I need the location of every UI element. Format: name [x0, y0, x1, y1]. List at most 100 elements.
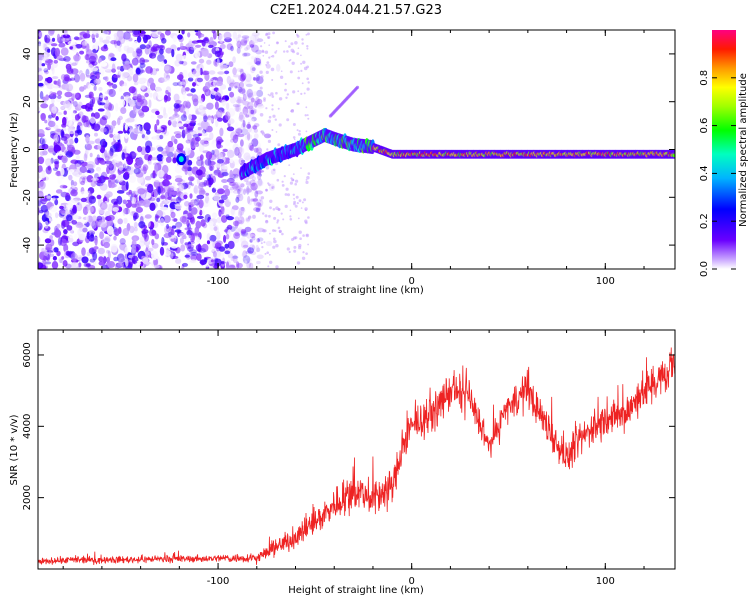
heatmap-noise-cell: [208, 180, 212, 188]
heatmap-faint-cell: [301, 201, 304, 204]
heatmap-noise-cell: [192, 132, 199, 138]
heatmap-noise-cell: [74, 114, 80, 121]
heatmap-noise-cell: [160, 237, 165, 246]
heatmap-noise-cell: [85, 135, 90, 144]
snr-panel: -100 0 100 2000 4000 6000 Height of straight…: [9, 329, 676, 596]
heatmap-noise-cell: [195, 169, 203, 176]
heatmap-noise-cell: [169, 191, 178, 195]
heatmap-noise-cell: [235, 128, 243, 134]
heatmap-noise-cell: [60, 129, 65, 138]
heatmap-noise-cell: [255, 200, 262, 209]
heatmap-faint-cell: [276, 221, 279, 224]
heatmap-faint-cell: [286, 50, 289, 53]
heatmap-faint-cell: [298, 246, 302, 250]
heatmap-noise-cell: [247, 196, 251, 204]
heatmap-faint-cell: [260, 75, 264, 79]
heatmap-noise-cell: [52, 167, 59, 171]
colorbar: 0.0 0.2 0.4 0.6 0.8 Normalized spectral ampl…: [699, 30, 749, 277]
heatmap-noise-cell: [38, 43, 44, 48]
heatmap-noise-cell: [256, 180, 264, 187]
spectrogram-y-axis: -40 -20 0 20 40: [22, 48, 675, 253]
heatmap-noise-cell: [237, 146, 243, 154]
heatmap-noise-cell: [239, 102, 246, 111]
heatmap-faint-cell: [294, 182, 298, 186]
heatmap-noise-cell: [38, 156, 45, 165]
heatmap-noise-cell: [149, 52, 157, 59]
heatmap-faint-cell: [293, 197, 295, 200]
heatmap-noise-cell: [221, 171, 229, 177]
heatmap-noise-cell: [139, 236, 145, 243]
heatmap-noise-cell: [246, 44, 251, 50]
heatmap-noise-cell: [118, 46, 122, 52]
heatmap-noise-cell: [232, 31, 238, 40]
heatmap-noise-cell: [244, 79, 251, 86]
heatmap-noise-cell: [116, 66, 121, 70]
heatmap-noise-cell: [98, 87, 103, 91]
heatmap-faint-cell: [284, 204, 288, 208]
heatmap-faint-cell: [259, 86, 263, 90]
heatmap-noise-cell: [166, 224, 170, 229]
heatmap-noise-cell: [69, 139, 74, 145]
heatmap-noise-cell: [241, 128, 248, 136]
heatmap-noise-cell: [232, 220, 240, 227]
heatmap-noise-cell: [170, 237, 177, 243]
heatmap-noise-cell: [123, 217, 128, 224]
heatmap-noise-cell: [229, 138, 235, 143]
heatmap-noise-cell: [82, 227, 88, 233]
heatmap-noise-cell: [78, 171, 82, 175]
heatmap-noise-cell: [57, 79, 61, 88]
heatmap-noise-cell: [196, 236, 201, 243]
heatmap-noise-cell: [168, 145, 175, 153]
heatmap-noise-cell: [249, 233, 256, 241]
heatmap-noise-cell: [43, 250, 49, 257]
heatmap-noise-cell: [78, 233, 86, 241]
heatmap-faint-cell: [263, 99, 266, 102]
heatmap-noise-cell: [238, 216, 245, 225]
heatmap-noise-cell: [211, 175, 216, 184]
heatmap-noise-cell: [82, 177, 86, 183]
heatmap-noise-cell: [71, 111, 76, 119]
heatmap-noise-cell: [38, 190, 44, 199]
heatmap-noise-cell: [96, 194, 102, 200]
heatmap-noise-cell: [163, 72, 168, 79]
heatmap-noise-cell: [250, 64, 257, 73]
heatmap-noise-cell: [44, 37, 51, 44]
spectrogram-x-axis: -100 0 100: [62, 30, 645, 287]
heatmap-noise-cell: [206, 233, 211, 241]
heatmap-noise-cell: [165, 174, 172, 180]
heatmap-noise-cell: [132, 260, 138, 264]
heatmap-noise-cell: [38, 70, 43, 76]
heatmap-noise-cell: [132, 30, 140, 35]
heatmap-noise-cell: [179, 237, 184, 245]
heatmap-noise-cell: [227, 240, 235, 250]
heatmap-noise-cell: [163, 215, 171, 224]
heatmap-noise-cell: [122, 207, 126, 216]
heatmap-noise-cell: [240, 139, 244, 147]
heatmap-noise-cell: [166, 77, 170, 82]
heatmap-noise-cell: [156, 197, 161, 203]
heatmap-noise-cell: [225, 214, 230, 219]
heatmap-noise-cell: [208, 220, 214, 227]
heatmap-noise-cell: [229, 169, 233, 178]
heatmap-noise-cell: [232, 181, 239, 191]
heatmap-noise-cell: [111, 63, 116, 73]
heatmap-noise-cell: [195, 111, 202, 115]
heatmap-noise-cell: [234, 232, 240, 237]
heatmap-faint-cell: [278, 97, 283, 101]
heatmap-noise-cell: [224, 243, 229, 249]
heatmap-noise-cell: [240, 123, 247, 129]
heatmap-noise-cell: [128, 166, 136, 175]
heatmap-noise-cell: [188, 204, 192, 212]
heatmap-noise-cell: [128, 86, 136, 94]
heatmap-noise-cell: [186, 234, 192, 240]
heatmap-faint-cell: [277, 107, 280, 110]
heatmap-faint-cell: [269, 206, 272, 210]
heatmap-noise-cell: [139, 240, 145, 247]
spectrogram-y-label: Frequency (Hz): [9, 112, 20, 188]
heatmap-noise-cell: [99, 102, 106, 106]
heatmap-noise-cell: [255, 190, 263, 195]
heatmap-noise-cell: [137, 95, 146, 101]
heatmap-noise-cell: [230, 131, 237, 141]
heatmap-faint-cell: [304, 207, 308, 211]
heatmap-faint-cell: [289, 209, 292, 212]
